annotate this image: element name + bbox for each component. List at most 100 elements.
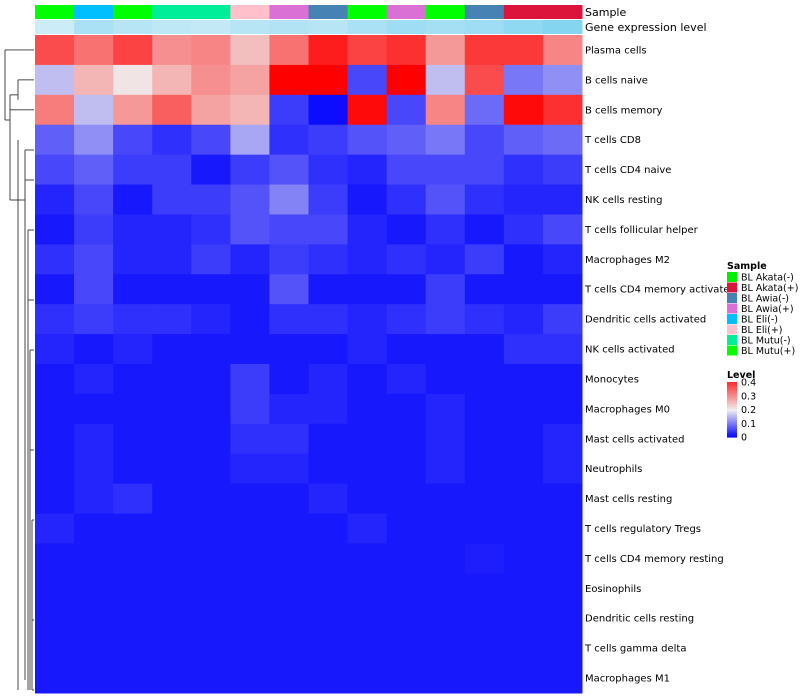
heatmap-cell — [152, 274, 192, 305]
heatmap-cell — [386, 513, 427, 544]
heatmap-cell — [113, 274, 153, 305]
sample-annotation-cell — [74, 5, 114, 19]
sample-annotation-cell — [308, 5, 349, 19]
heatmap-cell — [35, 663, 75, 694]
heatmap-cell — [191, 453, 231, 485]
heatmap-cell — [347, 364, 388, 395]
row-label: T cells gamma delta — [584, 644, 686, 655]
heatmap-cell — [503, 274, 544, 305]
heatmap-cell — [74, 453, 114, 485]
level-legend-gradient-step — [727, 383, 737, 386]
row-label: B cells memory — [585, 105, 662, 116]
heatmap-cell — [35, 184, 75, 215]
level-legend-gradient-step — [727, 430, 737, 433]
heatmap-cell — [542, 274, 583, 305]
heatmap-cell — [464, 154, 505, 186]
heatmap-cell — [191, 364, 231, 395]
heatmap-cell — [35, 94, 75, 126]
heatmap-cell — [347, 154, 388, 186]
heatmap-cell — [191, 483, 231, 515]
heatmap-cell — [269, 393, 309, 425]
heatmap-cell — [308, 453, 349, 485]
heatmap-cell — [35, 154, 75, 186]
heatmap-cell — [74, 124, 114, 156]
heatmap-cell — [230, 364, 270, 395]
level-legend-gradient-step — [727, 405, 737, 408]
heatmap-cell — [269, 124, 309, 156]
expression-annotation-cell — [425, 20, 466, 34]
heatmap-cell — [35, 214, 75, 245]
row-label: NK cells activated — [585, 345, 675, 356]
heatmap-cell — [503, 154, 544, 186]
heatmap-cell — [191, 573, 231, 604]
level-legend-gradient-step — [727, 390, 737, 393]
heatmap-cell — [230, 35, 270, 66]
heatmap-cell — [113, 364, 153, 395]
heatmap-cell — [425, 364, 466, 395]
expression-annotation-cell — [152, 20, 192, 34]
heatmap-cell — [464, 663, 505, 694]
heatmap-cell — [347, 304, 388, 335]
sample-legend-swatch — [727, 345, 737, 356]
sample-legend-swatch — [727, 324, 737, 335]
heatmap-cell — [74, 94, 114, 126]
heatmap-cell — [425, 573, 466, 604]
heatmap-cell — [269, 364, 309, 395]
level-legend-gradient-step — [727, 410, 737, 413]
heatmap-cell — [113, 633, 153, 664]
heatmap-cell — [347, 94, 388, 126]
annotation-label: Sample — [585, 6, 626, 19]
heatmap-cell — [35, 453, 75, 485]
heatmap-cell — [152, 603, 192, 634]
heatmap-cell — [464, 573, 505, 604]
heatmap-cell — [347, 543, 388, 574]
heatmap-cell — [386, 94, 427, 126]
sample-annotation-cell — [230, 5, 270, 19]
heatmap-cell — [386, 663, 427, 694]
heatmap-cell — [35, 393, 75, 425]
sample-legend-swatch — [727, 314, 737, 324]
heatmap-cell — [308, 334, 349, 365]
heatmap-cell — [113, 334, 153, 365]
heatmap-cell — [542, 364, 583, 395]
level-legend-gradient-step — [727, 394, 737, 397]
level-legend-gradient-step — [727, 426, 737, 428]
heatmap-cell — [269, 663, 309, 694]
heatmap-cell — [269, 244, 309, 275]
heatmap-cell — [152, 64, 192, 96]
heatmap-cell — [191, 663, 231, 694]
heatmap-cell — [386, 304, 427, 335]
heatmap-cell — [386, 364, 427, 395]
heatmap-cell — [191, 304, 231, 335]
heatmap-cell — [269, 423, 309, 455]
heatmap-cell — [74, 513, 114, 544]
heatmap-cell — [386, 423, 427, 455]
row-label: T cells CD4 memory activated — [584, 285, 736, 296]
heatmap-cell — [230, 154, 270, 186]
heatmap-cell — [308, 64, 349, 96]
heatmap-cell — [464, 94, 505, 126]
level-legend-gradient-step — [727, 420, 737, 423]
level-legend-title: Level — [727, 370, 755, 381]
level-legend-tick: 0 — [741, 433, 747, 444]
level-legend-tick: 0.4 — [741, 378, 756, 389]
heatmap-cell — [113, 184, 153, 215]
heatmap-cell — [113, 304, 153, 335]
heatmap-cell — [425, 543, 466, 574]
heatmap-cell — [113, 35, 153, 66]
heatmap-cell — [35, 124, 75, 156]
heatmap-cell — [386, 35, 427, 66]
heatmap-cell — [269, 154, 309, 186]
heatmap-cell — [152, 364, 192, 395]
heatmap-cell — [74, 573, 114, 604]
level-legend-gradient-step — [727, 395, 737, 398]
heatmap-cell — [74, 483, 114, 515]
heatmap-cell — [230, 603, 270, 634]
sample-legend-label: BL Akata(-) — [741, 273, 794, 284]
heatmap-cell — [191, 543, 231, 574]
sample-legend-label: BL Mutu(-) — [741, 336, 791, 347]
heatmap-cell — [464, 64, 505, 96]
level-legend-gradient-step — [727, 406, 737, 409]
heatmap-cell — [230, 663, 270, 694]
